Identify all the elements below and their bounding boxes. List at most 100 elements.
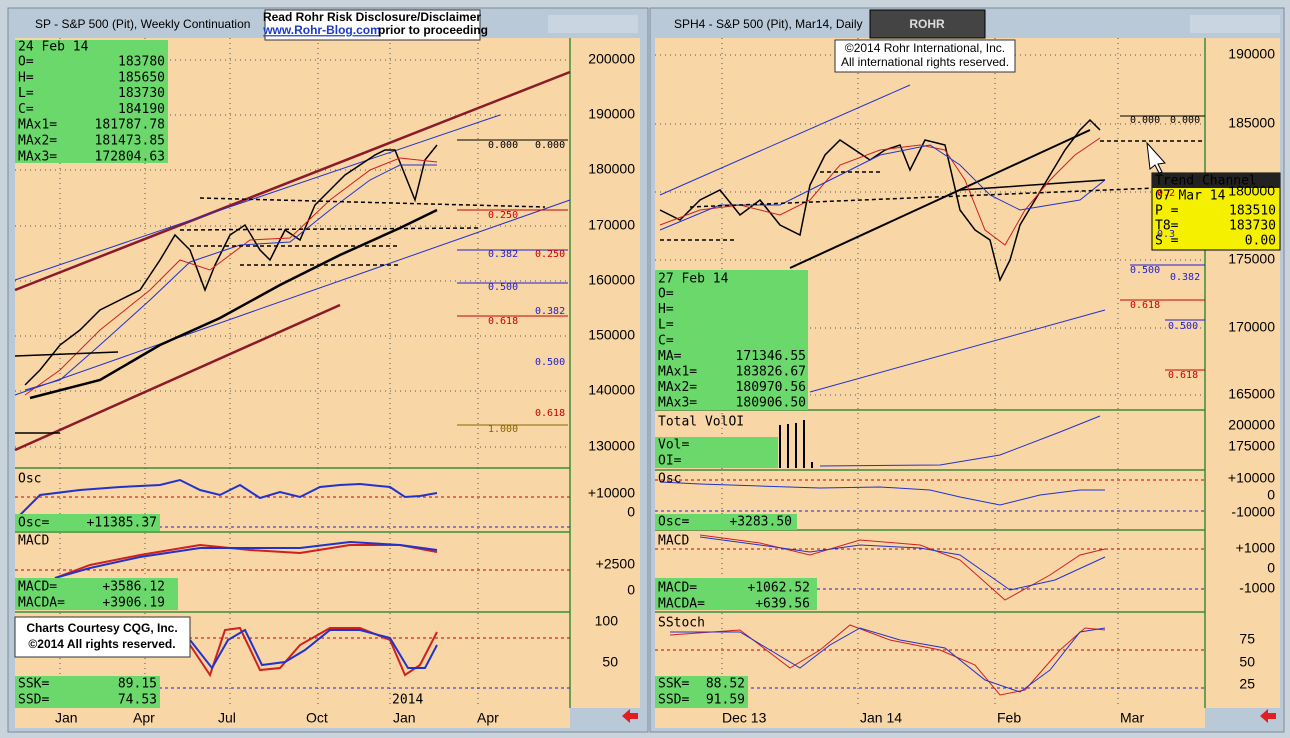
axis-label: 200000 xyxy=(1228,417,1275,433)
axis-label: 100 xyxy=(595,613,619,629)
pane-title: MACD xyxy=(18,534,49,549)
x-axis-label: Oct xyxy=(306,710,328,726)
fib-level: 0.000 xyxy=(488,140,518,151)
value-box xyxy=(15,578,178,610)
axis-label: 160000 xyxy=(588,272,635,288)
axis-label: 140000 xyxy=(588,382,635,398)
axis-label: 190000 xyxy=(588,106,635,122)
left-indicators xyxy=(15,478,570,689)
row-value: 0.00 xyxy=(1245,234,1276,249)
left-price-plot xyxy=(14,70,571,452)
row-label: MAx2= xyxy=(18,134,57,149)
row-value: 89.15 xyxy=(118,677,157,692)
axis-label: 175000 xyxy=(1228,438,1275,454)
axis-label: +10000 xyxy=(588,485,635,501)
axis-label: 0 xyxy=(627,582,635,598)
row-value: 181787.78 xyxy=(95,118,165,133)
axis-label: 0 xyxy=(1267,487,1275,503)
axis-label: +2500 xyxy=(596,556,636,572)
axis-label: 170000 xyxy=(588,217,635,233)
x-axis-label: Dec 13 xyxy=(722,710,767,726)
copyright: All international rights reserved. xyxy=(841,55,1009,69)
fib-level: 0.382 xyxy=(488,249,518,260)
trend-channel-title: Trend Channel xyxy=(1155,174,1257,189)
row-value: 181473.85 xyxy=(95,134,165,149)
axis-label: 190000 xyxy=(1228,46,1275,62)
row-label: H= xyxy=(658,302,674,317)
row-label: SSK= xyxy=(18,677,49,692)
row-value: +1062.52 xyxy=(747,581,810,596)
row-value: 183780 xyxy=(118,55,165,70)
disclaimer: Read Rohr Risk Disclosure/Disclaimer xyxy=(263,10,481,24)
axis-label: 200000 xyxy=(588,51,635,67)
row-label: C= xyxy=(18,102,34,117)
fib-level: 0.250 xyxy=(488,210,518,221)
row-value: 183730 xyxy=(118,86,165,101)
row-label: MACDA= xyxy=(18,596,65,611)
credit: ©2014 All rights reserved. xyxy=(28,637,175,651)
row-label: L= xyxy=(658,318,674,333)
x-axis-area xyxy=(655,708,1205,728)
fib-level: 1.000 xyxy=(488,424,518,435)
pane-title: MACD xyxy=(658,534,689,549)
window-title: SPH4 - S&P 500 (Pit), Mar14, Daily xyxy=(674,17,863,31)
axis-label: 50 xyxy=(1239,654,1255,670)
axis-label: 25 xyxy=(1239,676,1255,692)
axis-label: 180000 xyxy=(1228,183,1275,199)
disclaimer: prior to proceeding xyxy=(378,23,488,37)
scroll-arrow[interactable] xyxy=(622,709,638,723)
logo-box xyxy=(869,9,986,39)
credit-box xyxy=(14,616,191,658)
fib-level: 0.000 xyxy=(1130,115,1160,126)
fib-level: 0.382 xyxy=(1170,272,1200,283)
row-label: T8= xyxy=(1155,219,1179,234)
fib-level: 0.500 xyxy=(1130,265,1160,276)
fib-level: 0.618 xyxy=(1168,370,1198,381)
row-value: 88.52 xyxy=(706,677,745,692)
row-label: MAx2= xyxy=(658,380,697,395)
x-axis-label: Jul xyxy=(218,710,236,726)
fib-level: 0.382 xyxy=(535,306,565,317)
x-axis-label: Apr xyxy=(133,710,155,726)
row-label: P = xyxy=(1155,204,1179,219)
scroll-arrow[interactable] xyxy=(1260,709,1276,723)
pane-title: Osc xyxy=(658,472,681,487)
value-box xyxy=(15,514,160,531)
info-box xyxy=(15,40,168,163)
row-label: O= xyxy=(658,287,674,302)
window-buttons[interactable] xyxy=(548,15,638,33)
value-label: Osc= xyxy=(658,515,689,530)
row-value: 91.59 xyxy=(706,693,745,708)
value: +11385.37 xyxy=(87,516,157,531)
row-value: 184190 xyxy=(118,102,165,117)
x-axis-label: Feb xyxy=(997,710,1021,726)
pane-title: Total VolOI xyxy=(658,415,744,430)
info-date: 27 Feb 14 xyxy=(658,272,729,287)
row-label: MACD= xyxy=(18,580,57,595)
row-label: C= xyxy=(658,333,674,348)
row-value: 172804.63 xyxy=(95,149,165,164)
row-label: MAx3= xyxy=(658,396,697,411)
x-axis-label: Jan xyxy=(55,710,78,726)
fib-level: 0.250 xyxy=(535,249,565,260)
row-value: 171346.55 xyxy=(736,349,806,364)
disclaimer-link[interactable]: www.Rohr-Blog.com xyxy=(262,23,381,37)
axis-label: 150000 xyxy=(588,327,635,343)
fib-level: 0.500 xyxy=(1168,321,1198,332)
x-axis-label: Jan 14 xyxy=(860,710,902,726)
fib-level: 0.3 xyxy=(1157,229,1175,240)
copyright: ©2014 Rohr International, Inc. xyxy=(845,41,1005,55)
axis-label: 75 xyxy=(1239,631,1255,647)
row-label: SSD= xyxy=(658,693,689,708)
row-label: MAx1= xyxy=(18,118,57,133)
row-label: MACD= xyxy=(658,581,697,596)
fib-level: 0.2 xyxy=(1157,188,1175,199)
value-label: Vol= xyxy=(658,438,689,453)
x-axis-area xyxy=(15,708,570,728)
x-axis-label: Jan xyxy=(393,710,416,726)
trend-channel-header xyxy=(1152,173,1280,188)
row-value: 185650 xyxy=(118,70,165,85)
window-buttons[interactable] xyxy=(1190,15,1280,33)
row-value: +3586.12 xyxy=(102,580,165,595)
